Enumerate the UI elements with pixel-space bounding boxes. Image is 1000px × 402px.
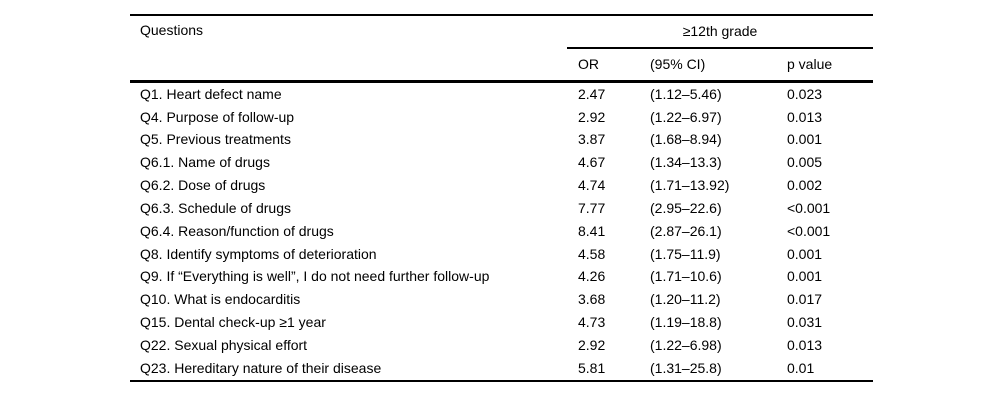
table-header-row-sub: OR (95% CI) p value: [130, 48, 874, 83]
table-row: Q1. Heart defect name 2.47 (1.12–5.46) 0…: [130, 82, 873, 106]
ci-cell: (1.68–8.94): [650, 131, 722, 148]
column-header-or: OR: [567, 48, 639, 83]
table-row: Q9. If “Everything is well”, I do not ne…: [130, 266, 873, 289]
question-cell: Q9. If “Everything is well”, I do not ne…: [140, 268, 490, 285]
question-cell: Q10. What is endocarditis: [140, 291, 301, 308]
ci-cell: (2.95–22.6): [650, 199, 722, 216]
column-header-p-value: p value: [776, 48, 874, 83]
question-cell: Q4. Purpose of follow-up: [140, 108, 295, 125]
column-header-questions: Questions: [130, 15, 567, 83]
p-value-cell: 0.01: [787, 359, 815, 376]
p-value-cell: 0.013: [787, 108, 823, 125]
table-row: Q15. Dental check-up ≥1 year 4.73 (1.19–…: [130, 311, 873, 334]
ci-cell: (1.20–11.2): [650, 291, 721, 308]
question-cell: Q15. Dental check-up ≥1 year: [140, 314, 326, 331]
question-cell: Q5. Previous treatments: [140, 131, 291, 148]
ci-cell: (1.12–5.46): [650, 85, 722, 102]
table-row: Q6.2. Dose of drugs 4.74 (1.71–13.92) 0.…: [130, 174, 873, 197]
ci-cell: (1.31–25.8): [650, 359, 722, 376]
question-cell: Q6.1. Name of drugs: [140, 154, 270, 171]
or-cell: 3.87: [578, 131, 606, 148]
or-cell: 8.41: [578, 222, 606, 239]
question-cell: Q6.2. Dose of drugs: [140, 177, 266, 194]
ci-cell: (2.87–26.1): [650, 222, 722, 239]
ci-cell: (1.71–13.92): [650, 177, 730, 194]
ci-cell: (1.75–11.9): [650, 245, 721, 262]
p-value-cell: 0.001: [787, 131, 823, 148]
ci-cell: (1.22–6.98): [650, 337, 722, 353]
table-row: Q6.4. Reason/function of drugs 8.41 (2.8…: [130, 220, 873, 243]
or-cell: 4.67: [578, 154, 606, 171]
table-row: Q23. Hereditary nature of their disease …: [130, 357, 873, 381]
table-row: Q5. Previous treatments 3.87 (1.68–8.94)…: [130, 129, 873, 152]
table-row: Q4. Purpose of follow-up 2.92 (1.22–6.97…: [130, 106, 873, 129]
p-value-cell: 0.013: [787, 337, 823, 353]
ci-cell: (1.71–10.6): [650, 268, 722, 285]
table-row: Q6.3. Schedule of drugs 7.77 (2.95–22.6)…: [130, 197, 873, 220]
p-value-cell: 0.002: [787, 177, 823, 194]
or-cell: 2.47: [578, 85, 606, 102]
or-cell: 3.68: [578, 291, 606, 308]
table-row: Q22. Sexual physical effort 2.92 (1.22–6…: [130, 334, 873, 357]
p-value-cell: 0.001: [787, 245, 823, 262]
or-cell: 2.92: [578, 337, 606, 353]
or-cell: 7.77: [578, 199, 606, 216]
p-value-cell: 0.005: [787, 154, 823, 171]
p-value-cell: 0.031: [787, 314, 823, 331]
question-cell: Q23. Hereditary nature of their disease: [140, 359, 382, 376]
column-group-header-12th-grade: ≥12th grade: [567, 15, 874, 49]
p-value-cell: <0.001: [787, 199, 831, 216]
question-cell: Q6.4. Reason/function of drugs: [140, 222, 334, 239]
or-cell: 5.81: [578, 359, 606, 376]
ci-cell: (1.22–6.97): [650, 108, 722, 125]
or-cell: 2.92: [578, 108, 606, 125]
or-cell: 4.26: [578, 268, 606, 285]
question-cell: Q6.3. Schedule of drugs: [140, 199, 291, 216]
ci-cell: (1.34–13.3): [650, 154, 722, 171]
table-row: Q8. Identify symptoms of deterioration 4…: [130, 243, 873, 266]
or-cell: 4.73: [578, 314, 606, 331]
p-value-cell: 0.017: [787, 291, 823, 308]
or-cell: 4.74: [578, 177, 606, 194]
table-row: Q10. What is endocarditis 3.68 (1.20–11.…: [130, 289, 873, 312]
table-header-row-group: Questions ≥12th grade: [130, 15, 874, 83]
column-header-ci: (95% CI): [639, 48, 776, 83]
question-cell: Q8. Identify symptoms of deterioration: [140, 245, 377, 262]
ci-cell: (1.19–18.8): [650, 314, 722, 331]
question-cell: Q1. Heart defect name: [140, 85, 282, 102]
table-row: Q6.1. Name of drugs 4.67 (1.34–13.3) 0.0…: [130, 152, 873, 175]
p-value-cell: 0.001: [787, 268, 823, 285]
or-cell: 4.58: [578, 245, 606, 262]
question-cell: Q22. Sexual physical effort: [140, 337, 308, 353]
p-value-cell: <0.001: [787, 222, 831, 239]
p-value-cell: 0.023: [787, 85, 823, 102]
odds-ratio-table: Questions ≥12th grade OR (95% CI) p valu…: [130, 14, 874, 382]
